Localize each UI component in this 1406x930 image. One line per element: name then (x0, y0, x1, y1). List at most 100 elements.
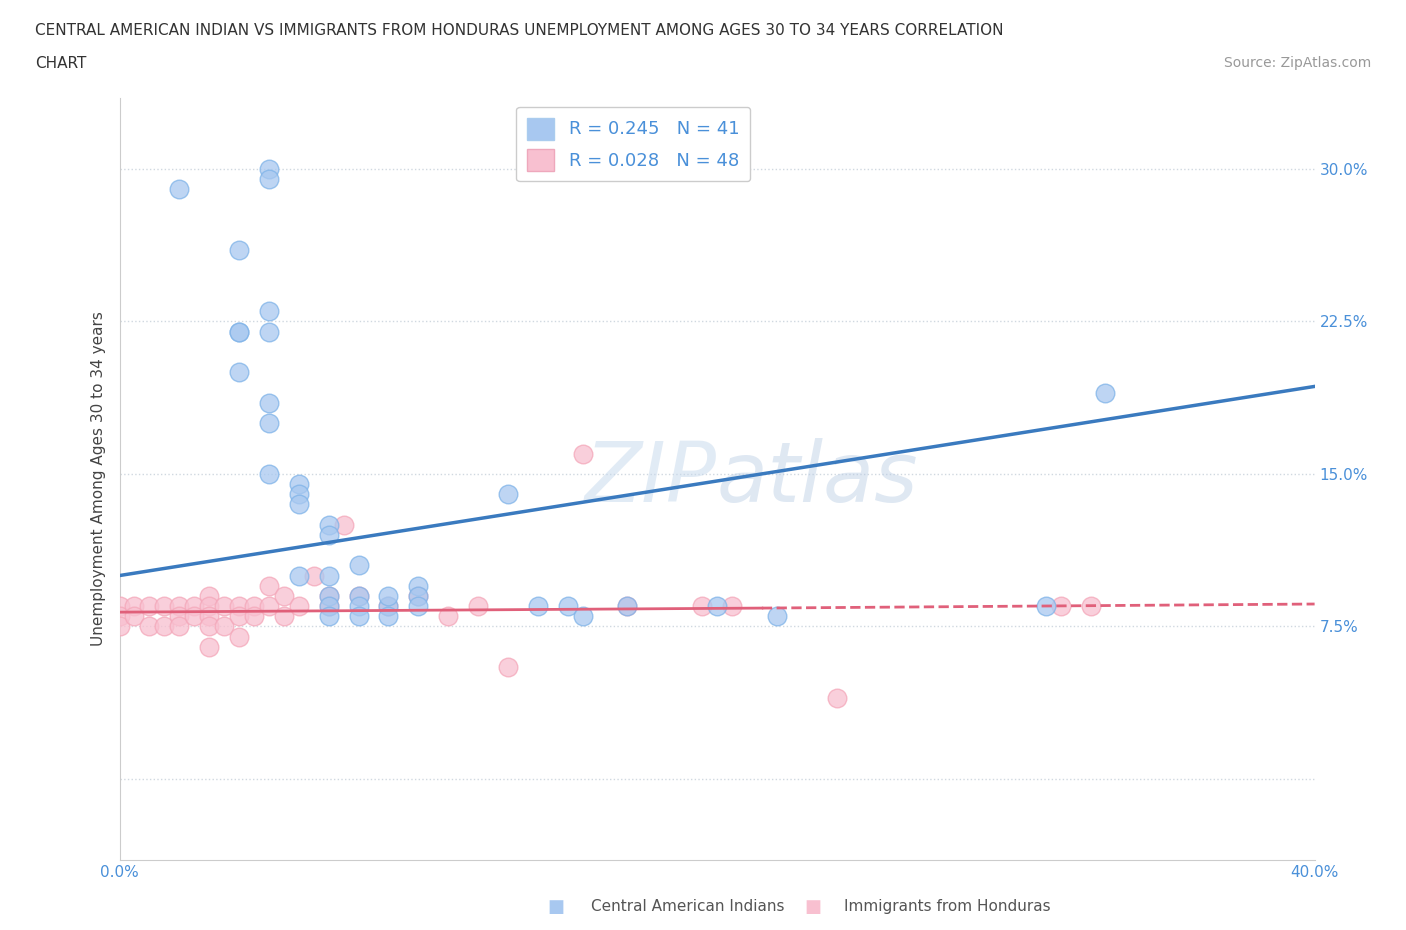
Point (1049, 599, 1071, 614)
Point (228, 243, 250, 258)
Point (571, 609, 593, 624)
Point (408, 599, 430, 614)
Point (318, 589, 340, 604)
Point (257, 162, 280, 177)
Point (228, 365, 250, 379)
Point (318, 599, 340, 614)
Point (1094, 385, 1116, 400)
Point (408, 578, 430, 593)
Point (288, 568, 311, 583)
Point (138, 619, 160, 634)
Point (108, 599, 131, 614)
Point (124, 609, 146, 624)
Point (408, 589, 430, 604)
Point (257, 467, 280, 482)
Point (243, 599, 266, 614)
Text: Source: ZipAtlas.com: Source: ZipAtlas.com (1223, 56, 1371, 70)
Text: CHART: CHART (35, 56, 87, 71)
Text: atlas: atlas (717, 438, 918, 520)
Point (571, 446, 593, 461)
Point (347, 609, 370, 624)
Point (1080, 599, 1102, 614)
Point (347, 589, 370, 604)
Point (243, 609, 266, 624)
Point (318, 527, 340, 542)
Point (169, 609, 191, 624)
Point (557, 599, 579, 614)
Point (288, 476, 311, 491)
Point (257, 416, 280, 431)
Point (212, 619, 235, 634)
Point (124, 599, 146, 614)
Point (377, 599, 399, 614)
Point (825, 690, 848, 705)
Point (496, 486, 519, 501)
Point (318, 609, 340, 624)
Point (198, 639, 221, 654)
Point (257, 324, 280, 339)
Point (228, 629, 250, 644)
Point (318, 517, 340, 532)
Point (153, 599, 176, 614)
Point (377, 599, 399, 614)
Point (408, 589, 430, 604)
Point (228, 609, 250, 624)
Legend: R = 0.245   N = 41, R = 0.028   N = 48: R = 0.245 N = 41, R = 0.028 N = 48 (516, 107, 751, 181)
Y-axis label: Unemployment Among Ages 30 to 34 years: Unemployment Among Ages 30 to 34 years (91, 312, 107, 646)
Point (198, 599, 221, 614)
Point (527, 599, 550, 614)
Point (198, 609, 221, 624)
Point (616, 599, 638, 614)
Point (257, 171, 280, 186)
Point (616, 599, 638, 614)
Point (318, 568, 340, 583)
Point (169, 181, 191, 196)
Point (183, 599, 205, 614)
Point (228, 324, 250, 339)
Point (288, 497, 311, 512)
Point (288, 599, 311, 614)
Point (257, 304, 280, 319)
Point (467, 599, 489, 614)
Point (108, 619, 131, 634)
Point (228, 324, 250, 339)
Point (257, 599, 280, 614)
Text: CENTRAL AMERICAN INDIAN VS IMMIGRANTS FROM HONDURAS UNEMPLOYMENT AMONG AGES 30 T: CENTRAL AMERICAN INDIAN VS IMMIGRANTS FR… (35, 23, 1004, 38)
Point (318, 589, 340, 604)
Point (273, 609, 295, 624)
Text: ZIP: ZIP (585, 438, 717, 520)
Point (332, 517, 354, 532)
Point (347, 589, 370, 604)
Point (273, 589, 295, 604)
Point (138, 599, 160, 614)
Point (198, 589, 221, 604)
Point (108, 609, 131, 624)
Point (377, 609, 399, 624)
Point (228, 599, 250, 614)
Point (257, 395, 280, 410)
Point (302, 568, 325, 583)
Point (183, 609, 205, 624)
Text: ■: ■ (804, 897, 821, 916)
Point (288, 486, 311, 501)
Point (153, 619, 176, 634)
Point (690, 599, 713, 614)
Text: Central American Indians: Central American Indians (591, 899, 785, 914)
Point (377, 589, 399, 604)
Point (198, 619, 221, 634)
Point (318, 599, 340, 614)
Point (706, 599, 728, 614)
Point (169, 599, 191, 614)
Point (347, 599, 370, 614)
Point (169, 619, 191, 634)
Text: ■: ■ (547, 897, 564, 916)
Point (212, 599, 235, 614)
Point (347, 558, 370, 573)
Point (437, 609, 460, 624)
Point (257, 578, 280, 593)
Point (496, 659, 519, 674)
Text: Immigrants from Honduras: Immigrants from Honduras (844, 899, 1050, 914)
Point (721, 599, 744, 614)
Point (1035, 599, 1057, 614)
Point (766, 609, 789, 624)
